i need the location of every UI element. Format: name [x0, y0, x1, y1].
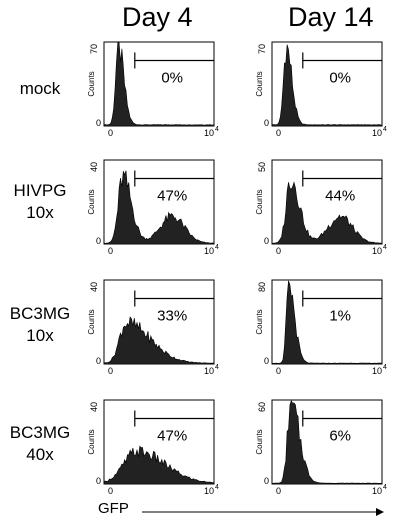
gate-percent-r1c0: 47% — [157, 187, 187, 204]
y-axis-label-r0c0: Counts — [87, 71, 96, 96]
y-axis-label-r2c0: Counts — [87, 309, 96, 334]
x-tick-max-r1c1: 10 — [372, 246, 382, 256]
y-zero-label-r0c0: 0 — [96, 118, 101, 128]
y-zero-label-r1c0: 0 — [96, 236, 101, 246]
y-zero-label-r1c1: 0 — [264, 236, 269, 246]
y-max-label-r2c1: 80 — [257, 282, 267, 292]
y-max-label-r1c0: 40 — [89, 162, 99, 172]
x-tick-max-exp-r1c0: 4 — [215, 244, 219, 251]
histogram-r3c1 — [271, 400, 383, 485]
x-tick-0-r2c0: 0 — [108, 366, 113, 376]
y-max-label-r2c0: 40 — [89, 282, 99, 292]
gate-percent-r3c0: 47% — [157, 427, 187, 444]
histogram-r1c1 — [271, 181, 383, 245]
gate-percent-r1c1: 44% — [325, 187, 355, 204]
x-tick-0-r3c0: 0 — [108, 486, 113, 496]
row-label-hivpg-line1: HIVPG — [13, 181, 67, 200]
x-tick-max-exp-r2c0: 4 — [215, 364, 219, 371]
row-label-bc3mg-10x: BC3MG 10x — [0, 303, 80, 347]
y-max-label-r0c1: 70 — [257, 44, 267, 54]
row-label-bc3mg-40x: BC3MG 40x — [0, 422, 80, 466]
column-title-day4: Day 4 — [122, 2, 193, 32]
histogram-r2c1 — [271, 280, 383, 365]
histogram-r2c0 — [103, 316, 215, 365]
x-tick-max-r3c1: 10 — [372, 486, 382, 496]
row-label-mock: mock — [0, 78, 80, 100]
x-tick-0-r1c1: 0 — [276, 246, 281, 256]
x-tick-0-r0c1: 0 — [276, 128, 281, 138]
y-axis-label-r3c0: Counts — [87, 429, 96, 454]
gate-percent-r2c0: 33% — [157, 307, 187, 324]
y-max-label-r0c0: 70 — [89, 44, 99, 54]
x-tick-max-exp-r0c1: 4 — [383, 126, 387, 133]
row-label-bc3mg-10x-line2: 10x — [26, 326, 54, 345]
x-tick-max-r0c1: 10 — [372, 128, 382, 138]
row-label-mock-line1: mock — [19, 79, 61, 98]
row-label-bc3mg-40x-line1: BC3MG — [9, 423, 71, 442]
gate-percent-r0c0: 0% — [161, 69, 183, 86]
y-max-label-r1c1: 50 — [257, 162, 267, 172]
x-tick-max-r3c0: 10 — [204, 486, 214, 496]
gate-percent-r2c1: 1% — [329, 307, 351, 324]
x-axis-arrow-head — [376, 508, 384, 516]
x-tick-max-exp-r3c1: 4 — [383, 484, 387, 491]
row-label-bc3mg-40x-line2: 40x — [26, 445, 54, 464]
x-tick-max-exp-r1c1: 4 — [383, 244, 387, 251]
y-axis-label-r2c1: Counts — [255, 309, 264, 334]
y-axis-label-r3c1: Counts — [255, 429, 264, 454]
x-tick-0-r0c0: 0 — [108, 128, 113, 138]
x-tick-max-r2c0: 10 — [204, 366, 214, 376]
x-tick-max-r0c0: 10 — [204, 128, 214, 138]
x-tick-max-r1c0: 10 — [204, 246, 214, 256]
histogram-r0c0 — [103, 42, 215, 127]
y-axis-label-r0c1: Counts — [255, 71, 264, 96]
histogram-r0c1 — [271, 44, 383, 127]
y-axis-label-r1c1: Counts — [255, 189, 264, 214]
x-tick-0-r2c1: 0 — [276, 366, 281, 376]
row-label-hivpg-line2: 10x — [26, 203, 54, 222]
y-zero-label-r0c1: 0 — [264, 118, 269, 128]
x-tick-0-r1c0: 0 — [108, 246, 113, 256]
y-axis-label-r1c0: Counts — [87, 189, 96, 214]
x-tick-max-exp-r3c0: 4 — [215, 484, 219, 491]
column-title-day14: Day 14 — [288, 2, 374, 32]
y-zero-label-r3c0: 0 — [96, 476, 101, 486]
gate-percent-r3c1: 6% — [329, 427, 351, 444]
y-zero-label-r2c1: 0 — [264, 356, 269, 366]
row-label-hivpg: HIVPG 10x — [0, 180, 80, 224]
x-tick-max-r2c1: 10 — [372, 366, 382, 376]
y-max-label-r3c1: 60 — [257, 402, 267, 412]
y-zero-label-r2c0: 0 — [96, 356, 101, 366]
x-tick-max-exp-r0c0: 4 — [215, 126, 219, 133]
histogram-r3c0 — [103, 445, 215, 485]
row-label-bc3mg-10x-line1: BC3MG — [9, 304, 71, 323]
x-axis-label: GFP — [98, 500, 129, 517]
x-tick-max-exp-r2c1: 4 — [383, 364, 387, 371]
histogram-r1c0 — [103, 170, 215, 245]
y-max-label-r3c0: 40 — [89, 402, 99, 412]
y-zero-label-r3c1: 0 — [264, 476, 269, 486]
gate-percent-r0c1: 0% — [329, 69, 351, 86]
x-tick-0-r3c1: 0 — [276, 486, 281, 496]
